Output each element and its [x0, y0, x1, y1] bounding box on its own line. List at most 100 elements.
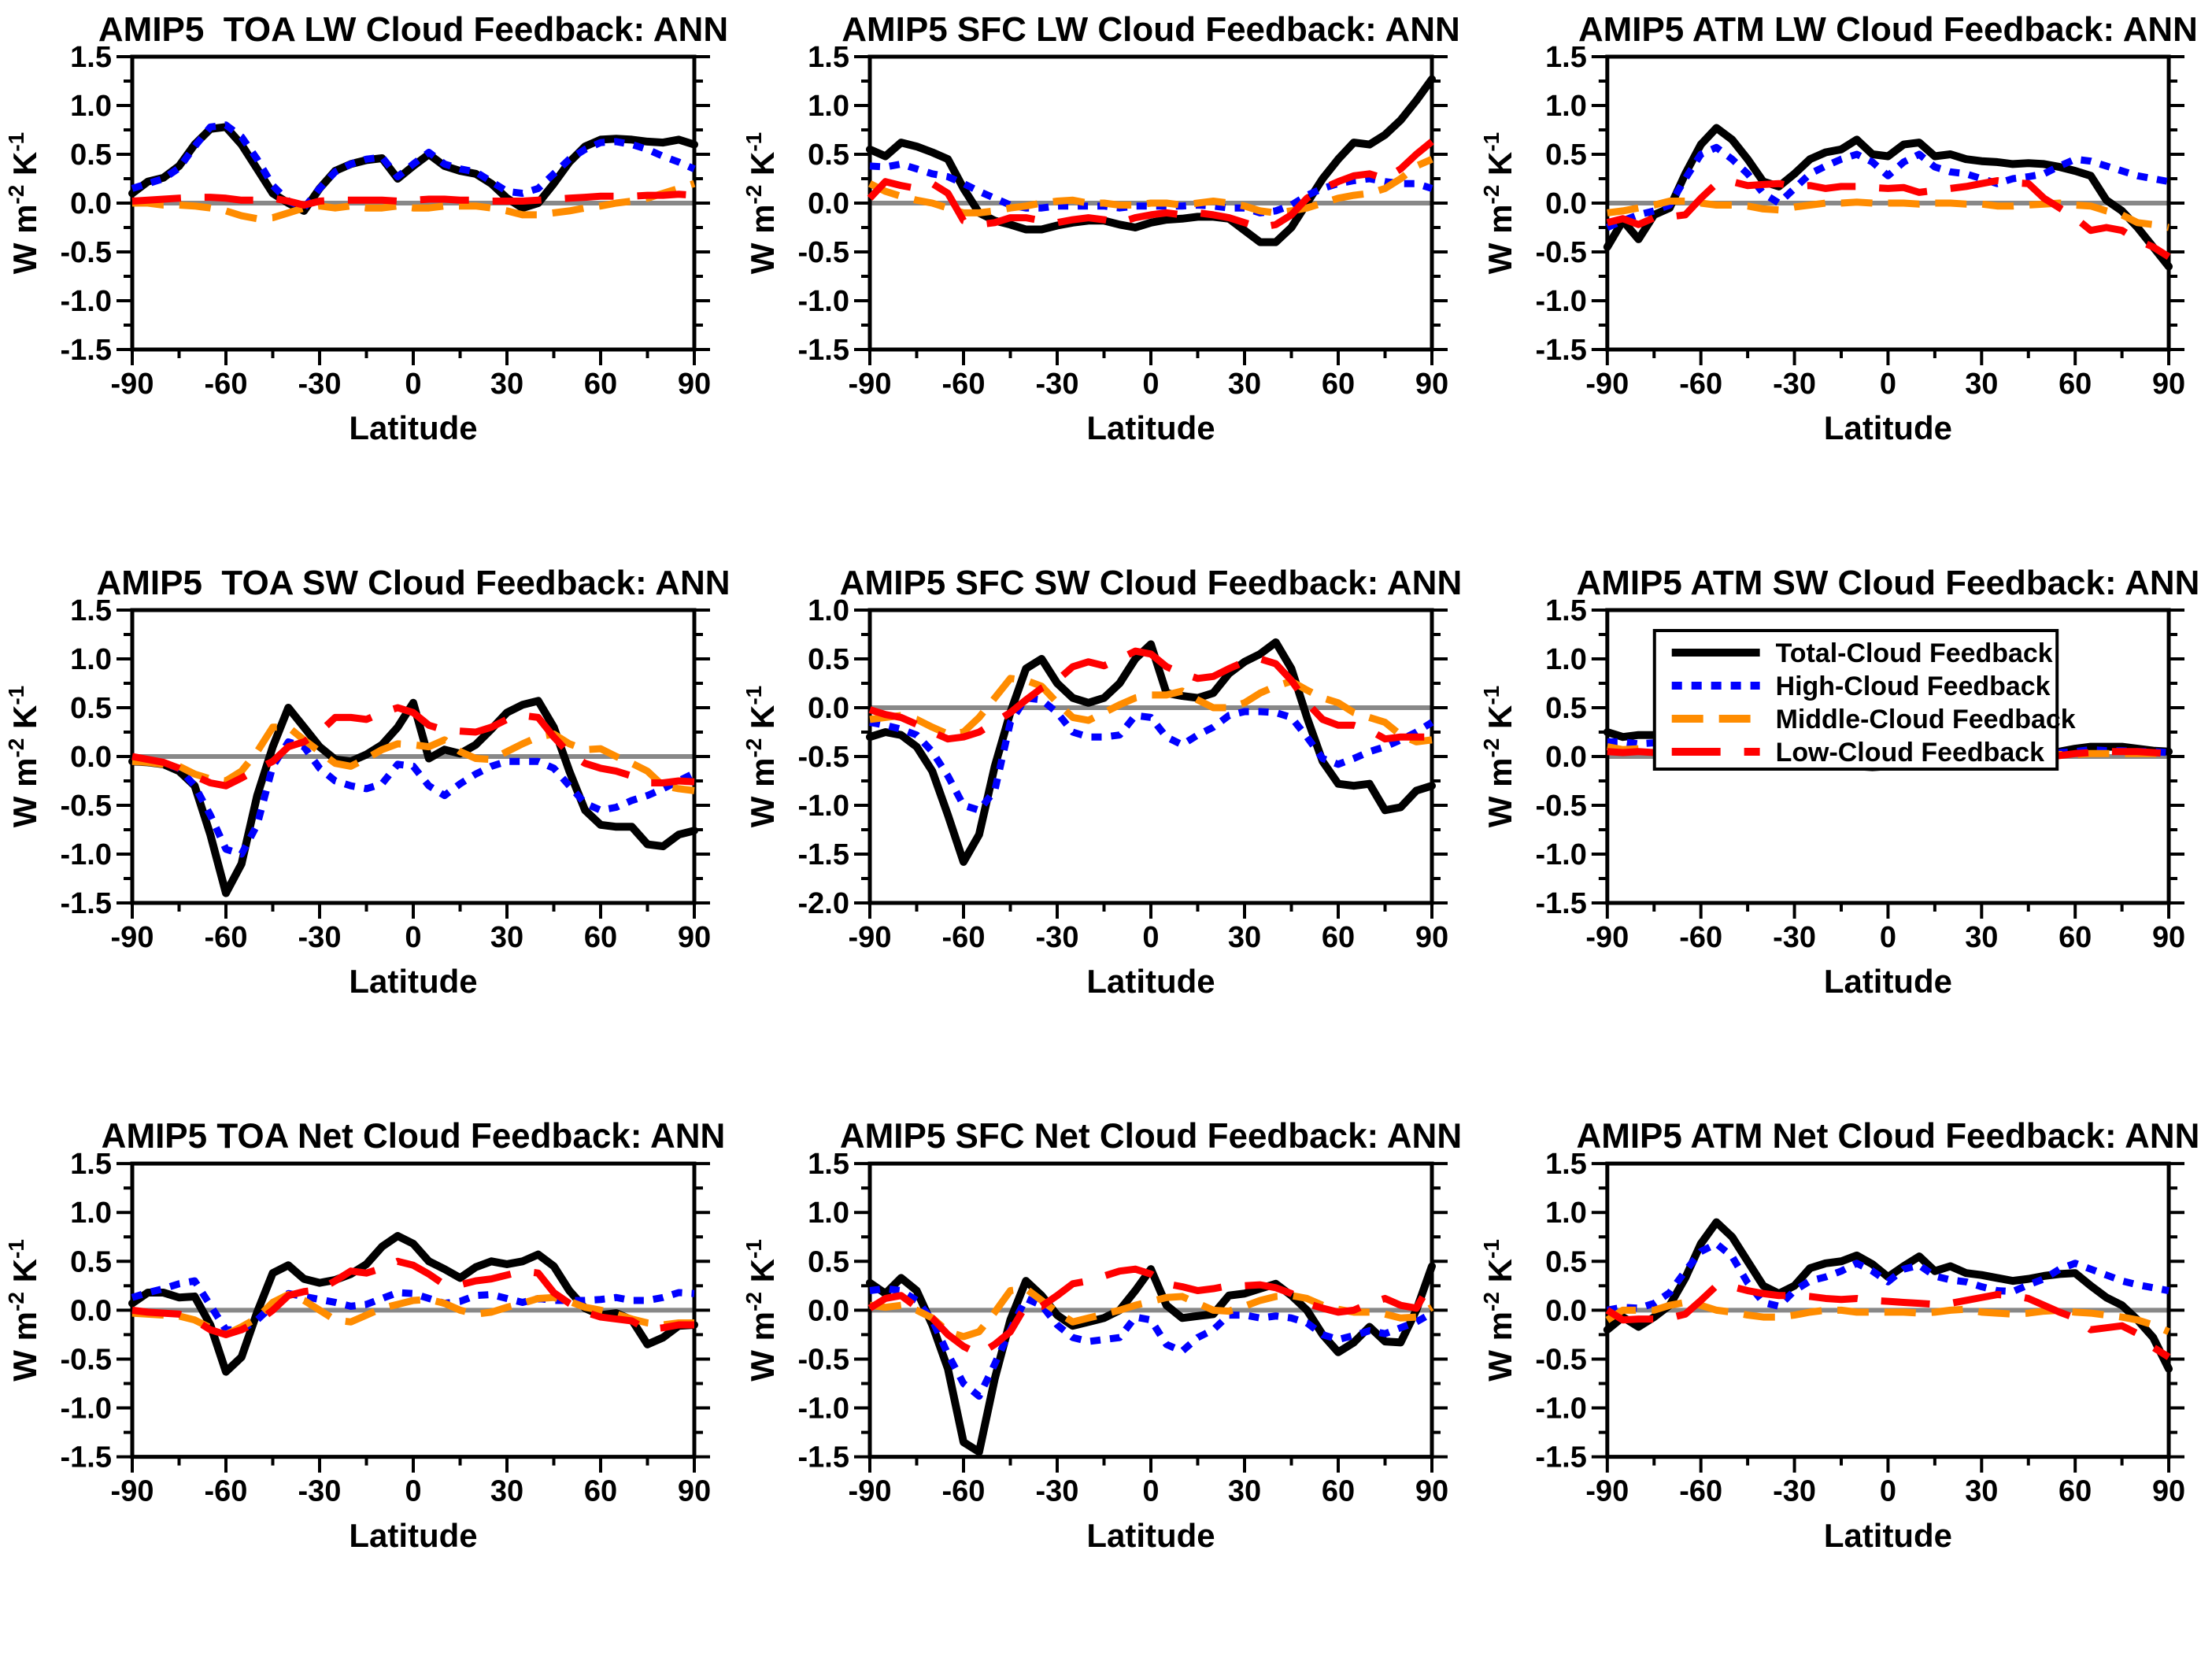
x-tick-label: 30 — [1965, 921, 1998, 954]
chart-atm-net: AMIP5 ATM Net Cloud Feedback: ANN -1.5 -1.… — [1479, 1117, 2200, 1554]
series-high-cloud-feedback — [131, 121, 696, 212]
y-tick-label: 1.0 — [70, 1197, 112, 1230]
y-tick-label: -0.5 — [798, 1343, 849, 1376]
y-tick-label: 1.5 — [1545, 1148, 1587, 1181]
subplot-toa-lw-ann: AMIP5 TOA LW Cloud Feedback: ANN -1.5 -1.0… — [0, 0, 738, 553]
x-tick-label: 0 — [1880, 368, 1896, 401]
y-axis-label: W m-2 K-1 — [4, 686, 43, 827]
x-axis-label: Latitude — [349, 963, 477, 1000]
series-low-cloud-feedback — [867, 139, 1434, 231]
y-tick-label: -1.5 — [798, 1441, 849, 1474]
y-tick-label: -1.0 — [798, 1393, 849, 1426]
series-total-cloud-feedback — [128, 697, 698, 897]
x-axis-label: Latitude — [1086, 963, 1215, 1000]
subplot-title: AMIP5 TOA SW Cloud Feedback: ANN — [96, 564, 730, 602]
legend-label: Middle-Cloud Feedback — [1776, 705, 2076, 734]
series-high-cloud-feedback — [1606, 143, 2169, 231]
y-tick-label: -1.0 — [61, 285, 112, 318]
x-axis-label: Latitude — [1086, 409, 1215, 446]
subplot-toa-sw-ann: AMIP5 TOA SW Cloud Feedback: ANN -1.5 -1.0… — [0, 553, 738, 1107]
y-axis-label: W m-2 K-1 — [4, 1239, 43, 1382]
x-tick-label: 0 — [1880, 1475, 1896, 1508]
series-total-cloud-feedback — [866, 1262, 1436, 1456]
x-tick-label: 0 — [1142, 921, 1159, 954]
y-tick-label: 0.5 — [1545, 1245, 1587, 1278]
x-tick-label: -30 — [1036, 921, 1079, 954]
y-axis-label: W m-2 K-1 — [1479, 1239, 1518, 1382]
x-tick-label: 30 — [1965, 368, 1998, 401]
x-tick-label: 90 — [2152, 368, 2185, 401]
x-tick-label: 0 — [405, 368, 421, 401]
series-low-cloud-feedback — [131, 191, 695, 209]
x-tick-label: 30 — [490, 368, 523, 401]
subplot-title: AMIP5 TOA Net Cloud Feedback: ANN — [102, 1117, 726, 1156]
y-tick-label: -1.0 — [61, 838, 112, 871]
chart-atm-lw: AMIP5 ATM LW Cloud Feedback: ANN -1.5 -1.0… — [1479, 10, 2198, 446]
x-tick-label: -60 — [205, 1475, 248, 1508]
legend-label: High-Cloud Feedback — [1776, 671, 2051, 701]
y-tick-label: 1.0 — [70, 643, 112, 676]
subplot-title: AMIP5 SFC LW Cloud Feedback: ANN — [842, 10, 1460, 49]
x-tick-label: 30 — [490, 921, 523, 954]
x-tick-label: -90 — [849, 368, 892, 401]
y-tick-label: 0.0 — [1545, 741, 1587, 774]
y-tick-label: -1.5 — [1535, 334, 1586, 367]
y-tick-label: -1.0 — [798, 285, 849, 318]
x-tick-label: 0 — [1880, 921, 1896, 954]
x-tick-label: 60 — [584, 1475, 617, 1508]
series-middle-cloud-feedback — [867, 156, 1433, 216]
chart-sfc-sw: AMIP5 SFC SW Cloud Feedback: ANN -2.0 -1.5… — [742, 564, 1462, 1000]
x-tick-label: -30 — [1773, 368, 1816, 401]
y-tick-label: -1.5 — [61, 1441, 112, 1474]
series-total-cloud-feedback — [866, 75, 1436, 246]
x-tick-label: 90 — [1415, 921, 1448, 954]
x-tick-label: 60 — [584, 921, 617, 954]
y-tick-label: 1.0 — [808, 1197, 849, 1230]
y-tick-label: 0.5 — [808, 643, 849, 676]
subplot-atm-sw-ann: AMIP5 ATM SW Cloud Feedback: ANN -1.5 -1.0… — [1475, 553, 2212, 1107]
y-tick-label: -1.5 — [61, 334, 112, 367]
y-axis-label: W m-2 K-1 — [742, 132, 781, 274]
x-tick-label: 30 — [1228, 368, 1261, 401]
x-tick-label: 60 — [2058, 921, 2092, 954]
series-middle-cloud-feedback — [131, 723, 695, 794]
y-tick-label: -0.5 — [798, 741, 849, 774]
x-tick-label: 90 — [2152, 1475, 2185, 1508]
axis-ticks — [854, 55, 1448, 365]
series-middle-cloud-feedback — [1605, 1298, 2170, 1335]
x-tick-label: -90 — [111, 368, 154, 401]
x-tick-label: -90 — [1585, 368, 1629, 401]
y-tick-label: 0.0 — [808, 187, 849, 220]
x-tick-label: -60 — [942, 921, 986, 954]
y-tick-label: -1.0 — [798, 790, 849, 823]
series-middle-cloud-feedback — [869, 675, 1433, 745]
x-tick-label: 90 — [678, 921, 711, 954]
series-total-cloud-feedback — [1603, 1218, 2173, 1373]
plot-frame — [1605, 54, 2171, 352]
x-tick-label: 30 — [1965, 1475, 1998, 1508]
subplot-title: AMIP5 ATM Net Cloud Feedback: ANN — [1577, 1117, 2200, 1156]
y-tick-label: -1.0 — [1535, 838, 1586, 871]
y-tick-label: 0.5 — [1545, 139, 1587, 172]
subplot-title: AMIP5 ATM SW Cloud Feedback: ANN — [1577, 564, 2200, 602]
y-tick-label: 1.5 — [70, 1148, 112, 1181]
plot-frame — [1605, 608, 2171, 905]
y-tick-label: 0.0 — [1545, 187, 1587, 220]
x-tick-label: -60 — [205, 368, 248, 401]
y-tick-label: 0.5 — [808, 1245, 849, 1278]
x-tick-label: -90 — [849, 1475, 892, 1508]
chart-sfc-lw: AMIP5 SFC LW Cloud Feedback: ANN -1.5 -1.0… — [742, 10, 1460, 446]
y-tick-label: 1.5 — [70, 594, 112, 627]
x-axis-label: Latitude — [349, 409, 477, 446]
x-tick-label: -90 — [849, 921, 892, 954]
series-high-cloud-feedback — [1606, 1240, 2169, 1314]
y-tick-label: 0.0 — [70, 187, 112, 220]
x-tick-label: 30 — [490, 1475, 523, 1508]
x-tick-label: 90 — [678, 368, 711, 401]
y-tick-label: -0.5 — [1535, 790, 1586, 823]
series-high-cloud-feedback — [131, 738, 697, 858]
x-tick-label: 0 — [405, 1475, 421, 1508]
chart-sfc-net: AMIP5 SFC Net Cloud Feedback: ANN -1.5 -1.… — [742, 1117, 1462, 1554]
y-tick-label: -1.0 — [1535, 1393, 1586, 1426]
